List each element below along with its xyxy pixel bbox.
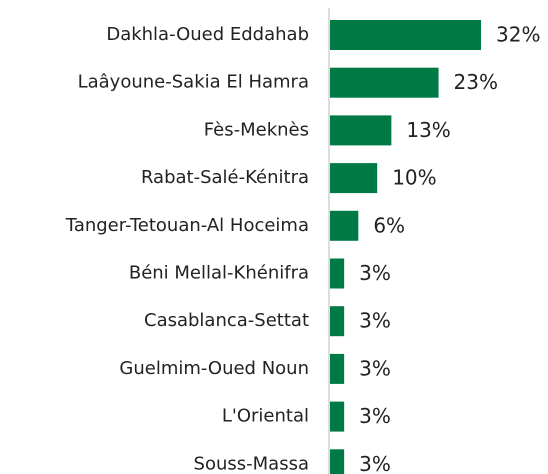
category-label: Laâyoune-Sakia El Hamra xyxy=(78,72,309,93)
data-label: 3% xyxy=(359,404,391,428)
category-label: Souss-Massa xyxy=(194,453,309,474)
category-label: L'Oriental xyxy=(222,406,309,427)
category-label: Casablanca-Settat xyxy=(144,310,309,331)
data-label: 10% xyxy=(392,166,436,190)
category-label: Béni Mellal-Khénifra xyxy=(129,263,309,284)
data-label: 3% xyxy=(359,452,391,474)
data-label: 32% xyxy=(496,23,540,47)
bar xyxy=(330,449,345,474)
data-label: 3% xyxy=(359,356,391,380)
bar xyxy=(330,115,392,146)
bar xyxy=(330,210,359,241)
data-label: 3% xyxy=(359,309,391,333)
data-label: 3% xyxy=(359,261,391,285)
category-label: Dakhla-Oued Eddahab xyxy=(106,24,309,45)
bar xyxy=(330,353,345,384)
category-label: Fès-Meknès xyxy=(204,119,309,140)
data-label: 23% xyxy=(454,70,498,94)
bar xyxy=(330,67,439,98)
category-label: Guelmim-Oued Noun xyxy=(119,358,309,379)
bar xyxy=(330,258,345,289)
category-label: Rabat-Salé-Kénitra xyxy=(141,167,309,188)
data-label: 13% xyxy=(406,118,450,142)
data-label: 6% xyxy=(373,213,405,237)
bar xyxy=(330,163,378,194)
bar xyxy=(330,306,345,337)
category-label: Tanger-Tetouan-Al Hoceima xyxy=(65,215,309,236)
bar xyxy=(330,401,345,432)
bar xyxy=(330,20,482,50)
